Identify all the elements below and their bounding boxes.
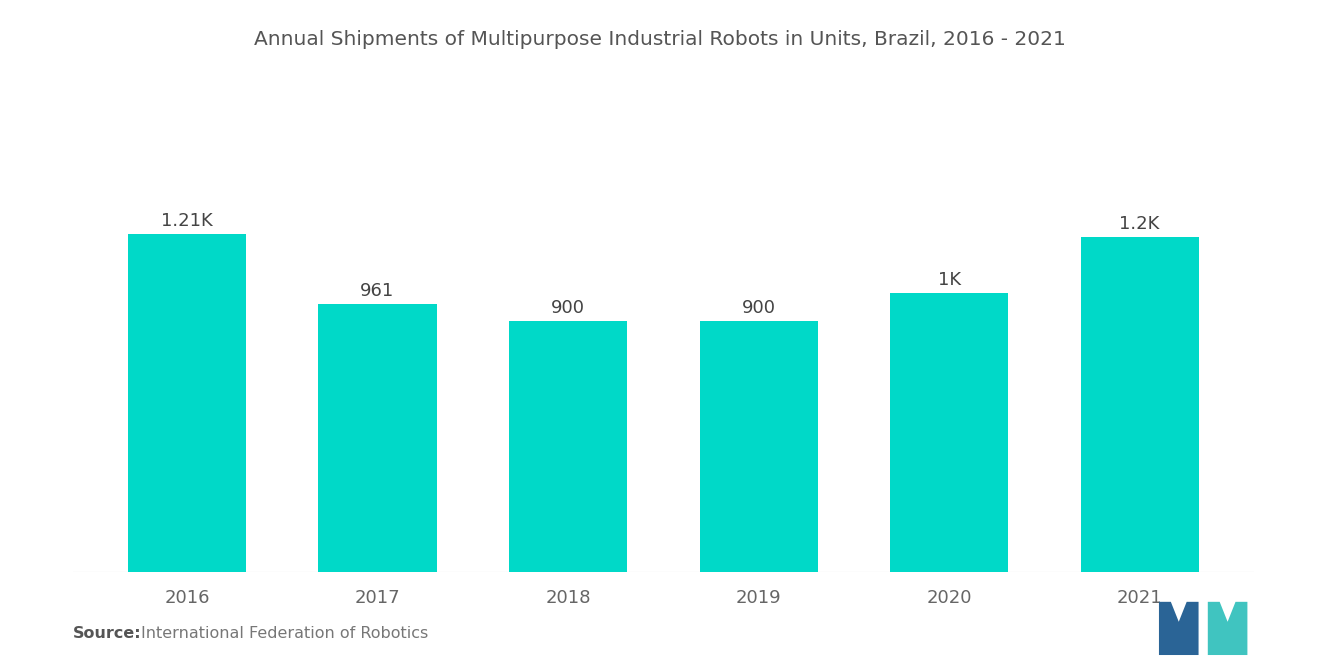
Bar <box>890 293 1008 572</box>
Bar <box>1081 237 1199 572</box>
Text: Annual Shipments of Multipurpose Industrial Robots in Units, Brazil, 2016 - 2021: Annual Shipments of Multipurpose Industr… <box>253 30 1067 49</box>
Text: Source:: Source: <box>73 626 141 640</box>
Bar <box>700 321 817 572</box>
Bar <box>128 235 246 572</box>
Text: 1.2K: 1.2K <box>1119 215 1160 233</box>
Text: International Federation of Robotics: International Federation of Robotics <box>141 626 429 640</box>
Polygon shape <box>1208 602 1247 655</box>
Text: 900: 900 <box>742 299 776 317</box>
Text: 961: 961 <box>360 282 395 300</box>
Bar <box>318 304 437 572</box>
Polygon shape <box>1159 602 1199 655</box>
Bar <box>510 321 627 572</box>
Text: 1K: 1K <box>937 271 961 289</box>
Text: 1.21K: 1.21K <box>161 212 213 230</box>
Text: 900: 900 <box>550 299 585 317</box>
